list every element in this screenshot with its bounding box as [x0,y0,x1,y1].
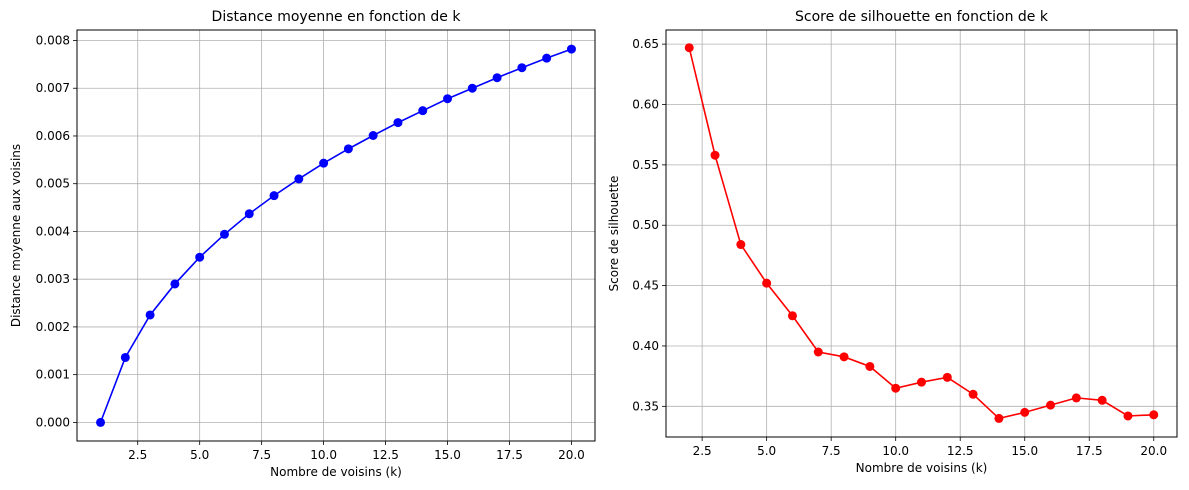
grid-lines [77,30,595,441]
x-axis-label: Nombre de voisins (k) [856,461,988,475]
data-point [1071,393,1081,403]
data-point [195,252,205,262]
x-tick-label: 7.5 [252,448,271,462]
y-tick-label: 0.000 [36,415,70,429]
grid-lines [666,30,1177,437]
x-axis-ticks: 2.5 5.0 7.5 10.0 12.5 15.0 17.5 20.0 [693,437,1167,458]
plot-frame [76,29,596,442]
y-tick-label: 0.004 [36,224,70,238]
data-point [762,278,772,288]
x-axis-ticks: 2.5 5.0 7.5 10.0 12.5 15.0 17.5 20.0 [128,441,585,462]
data-point [994,413,1004,423]
data-point [492,73,502,83]
y-tick-label: 0.55 [632,158,659,172]
y-tick-label: 0.001 [36,368,70,382]
data-point [517,63,527,73]
y-tick-label: 0.003 [36,272,70,286]
x-tick-label: 2.5 [693,444,712,458]
y-axis-ticks: 0.000 0.001 0.002 0.003 0.004 0.005 0.006 0.007… [36,34,77,429]
data-point [219,229,229,239]
x-tick-label: 10.0 [310,448,337,462]
data-point [1020,407,1030,417]
plot-frame [665,29,1178,438]
data-point [542,53,552,63]
y-tick-label: 0.005 [36,177,70,191]
data-point [319,158,329,168]
data-point [294,174,304,184]
y-axis-ticks: 0.35 0.40 0.45 0.50 0.55 0.60 0.65 [632,37,666,413]
x-tick-label: 15.0 [1011,444,1038,458]
y-tick-label: 0.45 [632,279,659,293]
y-tick-label: 0.002 [36,320,70,334]
data-point [1046,400,1056,410]
y-tick-label: 0.65 [632,37,659,51]
data-point [145,310,155,320]
data-point [865,361,875,371]
data-point [787,311,797,321]
y-axis-label: Score de silhouette [607,176,621,292]
y-tick-label: 0.35 [632,399,659,413]
y-tick-label: 0.50 [632,218,659,232]
data-point [891,383,901,393]
x-tick-label: 17.5 [496,448,523,462]
x-tick-label: 20.0 [558,448,585,462]
data-point [566,44,576,54]
y-tick-label: 0.60 [632,97,659,111]
x-tick-label: 17.5 [1076,444,1103,458]
data-point [684,43,694,53]
data-point [343,144,353,154]
series-line [688,47,1154,420]
data-point [736,240,746,250]
y-axis-label: Distance moyenne aux voisins [9,144,23,327]
data-point [467,83,477,93]
series-line-layer [99,48,572,423]
data-point [170,279,180,289]
x-tick-label: 15.0 [434,448,461,462]
data-point [120,352,130,362]
data-point [968,389,978,399]
y-tick-label: 0.40 [632,339,659,353]
data-point [1123,411,1133,421]
data-point [917,377,926,387]
x-axis-label: Nombre de voisins (k) [270,465,402,479]
y-tick-label: 0.007 [36,81,70,95]
x-tick-label: 7.5 [822,444,841,458]
data-point [1149,410,1159,420]
chart-silhouette: 2.5 5.0 7.5 10.0 12.5 15.0 17.5 20.0 0.350.400.… [607,9,1178,475]
chart-title: Distance moyenne en fonction de k [212,9,462,25]
chart-distance: 2.5 5.0 7.5 10.0 12.5 15.0 17.5 20.0 0.000 0.001… [9,9,596,479]
x-tick-label: 5.0 [190,448,209,462]
data-points [96,44,576,427]
y-tick-label: 0.008 [36,34,70,48]
data-point [813,347,823,357]
data-point [418,106,428,116]
data-point [1097,395,1107,405]
series-line-layer [688,47,1154,420]
data-point [269,191,279,201]
data-points [684,43,1159,423]
y-tick-label: 0.006 [36,129,70,143]
data-point [393,118,403,128]
series-line [99,48,572,423]
x-tick-label: 2.5 [128,448,147,462]
x-tick-label: 12.5 [372,448,399,462]
data-point [368,130,378,140]
chart-title: Score de silhouette en fonction de k [795,9,1049,25]
data-point [443,94,453,104]
x-tick-label: 20.0 [1140,444,1167,458]
x-tick-label: 10.0 [882,444,909,458]
x-tick-label: 5.0 [757,444,776,458]
data-point [244,209,254,219]
x-tick-label: 12.5 [947,444,974,458]
data-point [942,372,952,382]
data-point [839,352,849,362]
data-point [96,417,106,427]
data-point [710,150,720,160]
